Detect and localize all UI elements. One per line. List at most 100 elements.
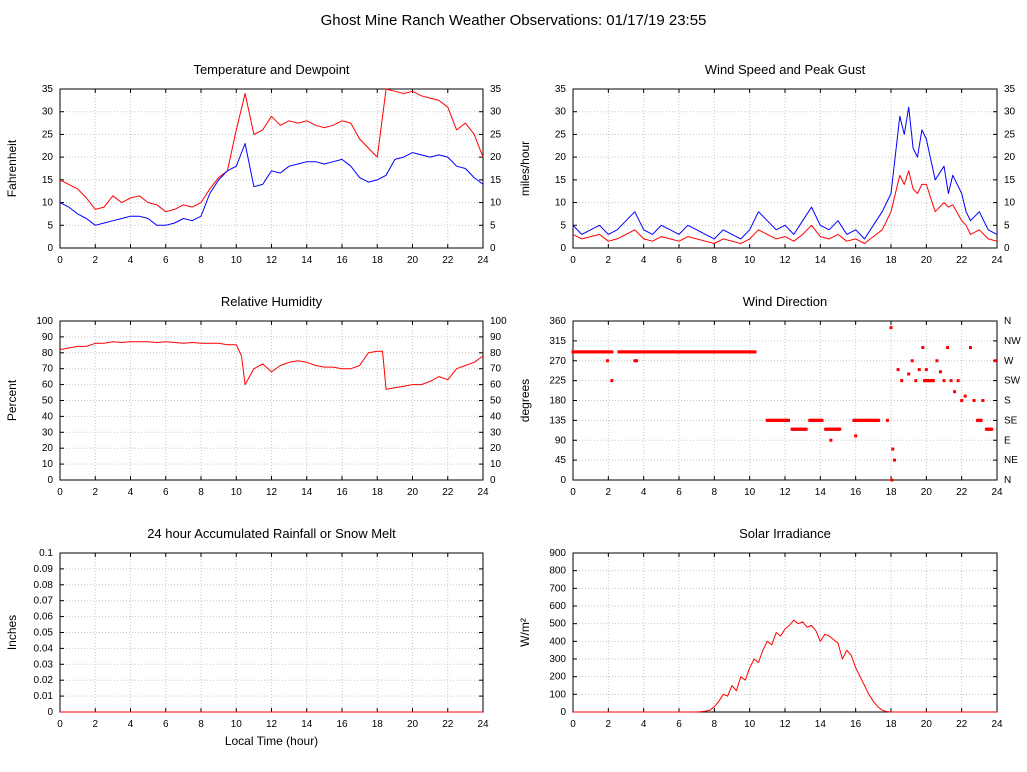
svg-text:Solar Irradiance: Solar Irradiance [739, 526, 831, 541]
svg-text:5: 5 [490, 220, 496, 231]
svg-text:15: 15 [42, 175, 54, 186]
svg-text:2: 2 [92, 719, 98, 730]
svg-text:80: 80 [490, 348, 502, 359]
svg-text:2: 2 [606, 487, 612, 498]
svg-text:6: 6 [163, 255, 169, 266]
svg-text:0: 0 [57, 487, 63, 498]
svg-text:20: 20 [921, 255, 933, 266]
svg-text:500: 500 [549, 619, 566, 630]
svg-text:0: 0 [570, 255, 576, 266]
svg-text:14: 14 [301, 487, 313, 498]
svg-text:12: 12 [779, 487, 791, 498]
svg-text:18: 18 [372, 255, 384, 266]
page-title: Ghost Mine Ranch Weather Observations: 0… [320, 12, 707, 29]
temperature-dewpoint-chart: 0 2 4 6 8 10 12 14 16 18 20 22 24 0 0 5 5 10 10 15 15 20 20 25 2… [0, 56, 513, 288]
svg-text:0: 0 [47, 707, 53, 718]
svg-text:Percent: Percent [5, 379, 19, 421]
svg-text:10: 10 [490, 198, 502, 209]
svg-text:360: 360 [549, 316, 566, 327]
svg-text:10: 10 [231, 255, 243, 266]
svg-text:0: 0 [560, 707, 566, 718]
svg-text:12: 12 [266, 487, 278, 498]
svg-text:2: 2 [606, 255, 612, 266]
svg-text:Local Time (hour): Local Time (hour) [225, 734, 318, 748]
svg-text:16: 16 [336, 255, 348, 266]
svg-text:14: 14 [815, 487, 827, 498]
svg-text:20: 20 [407, 255, 419, 266]
relative-humidity-chart: 0 2 4 6 8 10 12 14 16 18 20 22 24 0 0 10 10 20 20 30 30 40 40 5… [0, 288, 513, 520]
svg-text:18: 18 [372, 487, 384, 498]
svg-text:90: 90 [42, 332, 54, 343]
svg-text:10: 10 [231, 487, 243, 498]
svg-text:24: 24 [477, 255, 489, 266]
svg-text:NE: NE [1004, 455, 1018, 466]
svg-text:400: 400 [549, 636, 566, 647]
svg-text:0: 0 [570, 487, 576, 498]
svg-text:0.08: 0.08 [34, 580, 54, 591]
svg-text:24: 24 [991, 255, 1003, 266]
svg-text:4: 4 [641, 255, 647, 266]
svg-text:18: 18 [885, 255, 897, 266]
svg-text:25: 25 [490, 129, 502, 140]
svg-text:30: 30 [555, 107, 567, 118]
svg-text:0: 0 [560, 475, 566, 486]
solar-irradiance-chart: 0 2 4 6 8 10 12 14 16 18 20 22 24 0 100 200 300 400 500 600… [513, 520, 1027, 752]
svg-text:30: 30 [490, 107, 502, 118]
svg-text:Inches: Inches [5, 615, 19, 650]
svg-text:10: 10 [231, 719, 243, 730]
svg-text:50: 50 [490, 396, 502, 407]
svg-text:Wind Speed and Peak Gust: Wind Speed and Peak Gust [705, 62, 866, 77]
svg-text:0: 0 [560, 243, 566, 254]
svg-text:135: 135 [549, 415, 566, 426]
svg-text:10: 10 [490, 459, 502, 470]
svg-text:0.01: 0.01 [34, 691, 54, 702]
svg-text:Fahrenheit: Fahrenheit [5, 139, 19, 197]
svg-text:20: 20 [490, 152, 502, 163]
svg-text:16: 16 [850, 487, 862, 498]
svg-text:22: 22 [956, 255, 968, 266]
svg-text:35: 35 [1004, 84, 1016, 95]
svg-text:6: 6 [676, 255, 682, 266]
wind-direction-chart: 0 2 4 6 8 10 12 14 16 18 20 22 24 0 N 45 NE 90 E 135 SE 180 S 2… [513, 288, 1027, 520]
svg-text:2: 2 [606, 719, 612, 730]
svg-text:W: W [1004, 356, 1014, 367]
svg-text:0: 0 [47, 475, 53, 486]
svg-text:degrees: degrees [518, 379, 532, 422]
svg-text:14: 14 [815, 719, 827, 730]
svg-text:60: 60 [490, 380, 502, 391]
svg-text:60: 60 [42, 380, 54, 391]
svg-text:0: 0 [1004, 243, 1010, 254]
svg-text:24: 24 [991, 719, 1003, 730]
svg-text:2: 2 [92, 487, 98, 498]
svg-text:16: 16 [850, 719, 862, 730]
svg-text:24 hour Accumulated Rainfall o: 24 hour Accumulated Rainfall or Snow Mel… [147, 526, 396, 541]
svg-text:10: 10 [1004, 198, 1016, 209]
svg-text:12: 12 [266, 255, 278, 266]
svg-text:20: 20 [921, 719, 933, 730]
svg-text:20: 20 [921, 487, 933, 498]
svg-text:SW: SW [1004, 376, 1021, 387]
svg-text:12: 12 [266, 719, 278, 730]
svg-text:22: 22 [956, 487, 968, 498]
svg-text:30: 30 [1004, 107, 1016, 118]
svg-text:Temperature and Dewpoint: Temperature and Dewpoint [193, 62, 349, 77]
svg-text:40: 40 [490, 411, 502, 422]
svg-text:6: 6 [163, 487, 169, 498]
svg-text:0.06: 0.06 [34, 612, 54, 623]
svg-text:4: 4 [128, 255, 134, 266]
svg-text:12: 12 [779, 255, 791, 266]
svg-text:20: 20 [407, 719, 419, 730]
svg-text:35: 35 [555, 84, 567, 95]
svg-text:8: 8 [712, 719, 718, 730]
svg-text:700: 700 [549, 583, 566, 594]
rainfall-plot: 0 2 4 6 8 10 12 14 16 18 20 22 2400.010.020.030.040.… [5, 526, 489, 748]
svg-text:10: 10 [744, 719, 756, 730]
svg-text:16: 16 [336, 487, 348, 498]
svg-text:24: 24 [477, 719, 489, 730]
svg-text:NW: NW [1004, 336, 1021, 347]
svg-text:8: 8 [198, 487, 204, 498]
svg-text:25: 25 [555, 129, 567, 140]
svg-text:800: 800 [549, 566, 566, 577]
